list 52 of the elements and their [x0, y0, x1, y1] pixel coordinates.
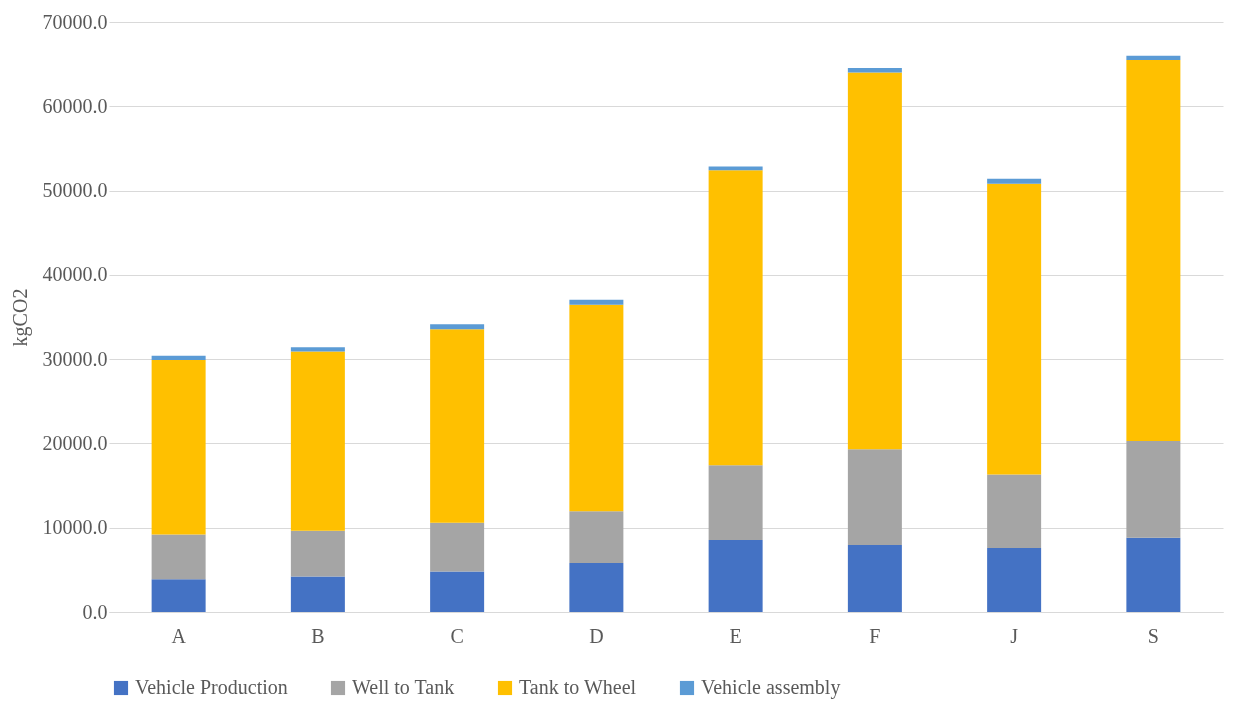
bar — [987, 547, 1042, 612]
x-tick-label: F — [869, 624, 881, 647]
bar — [151, 359, 206, 535]
bar — [847, 449, 902, 545]
y-tick-label: 60000.0 — [42, 94, 108, 117]
bar — [430, 324, 485, 330]
bar — [151, 534, 206, 580]
bar — [569, 563, 624, 612]
bar — [1126, 55, 1181, 60]
bar — [151, 355, 206, 360]
legend-label: Vehicle Production — [135, 676, 288, 698]
bar — [290, 351, 345, 531]
y-tick-label: 50000.0 — [42, 179, 108, 202]
y-tick-label: 70000.0 — [42, 10, 108, 33]
bar — [708, 539, 763, 612]
y-tick-label: 40000.0 — [42, 263, 108, 286]
bar — [430, 329, 485, 523]
bar — [847, 72, 902, 450]
bar — [987, 183, 1042, 475]
x-tick-label: D — [589, 624, 604, 647]
bar — [708, 170, 763, 466]
bar — [569, 299, 624, 305]
bar — [430, 571, 485, 612]
y-tick-label: 30000.0 — [42, 347, 108, 370]
bar — [708, 465, 763, 540]
y-tick-label: 20000.0 — [42, 431, 108, 454]
x-tick-label: B — [311, 624, 325, 647]
bar — [987, 178, 1042, 184]
bar — [569, 304, 624, 512]
bar — [847, 544, 902, 612]
bar — [1126, 59, 1181, 441]
x-tick-label: E — [729, 624, 742, 647]
bar — [151, 579, 206, 612]
x-tick-label: J — [1010, 624, 1019, 647]
bar — [290, 576, 345, 612]
bar — [1126, 537, 1181, 612]
x-tick-label: C — [450, 624, 464, 647]
bar — [430, 522, 485, 572]
y-axis-title: kgCO2 — [8, 288, 32, 347]
y-tick-label: 0.0 — [82, 600, 108, 623]
bar — [847, 67, 902, 73]
x-tick-label: A — [171, 624, 187, 647]
bar — [569, 511, 624, 564]
y-tick-label: 10000.0 — [42, 516, 108, 539]
bar — [290, 347, 345, 352]
legend-label: Well to Tank — [352, 676, 455, 698]
bar — [1126, 440, 1181, 538]
bar — [987, 474, 1042, 548]
bar — [290, 530, 345, 577]
legend-label: Vehicle assembly — [701, 676, 841, 699]
legend-label: Tank to Wheel — [519, 676, 637, 698]
x-tick-label: S — [1147, 624, 1159, 647]
